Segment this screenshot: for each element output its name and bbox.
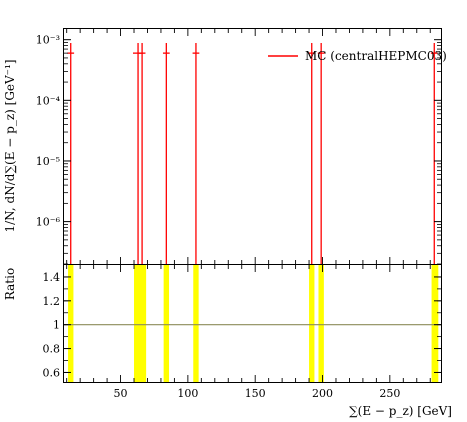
ratio-y-tick-label: 1 xyxy=(53,319,60,332)
ratio-y-axis-label: Ratio xyxy=(3,268,17,300)
ratio-band xyxy=(309,265,315,382)
legend: MC (centralHEPMC03) xyxy=(268,49,447,63)
ratio-band xyxy=(68,265,74,382)
ratio-band xyxy=(193,265,199,382)
main-panel-frame xyxy=(63,28,442,265)
legend-label: MC (centralHEPMC03) xyxy=(305,49,447,63)
main-series xyxy=(67,43,438,264)
ratio-y-tick-label: 1.4 xyxy=(43,271,61,284)
ratio-panel: 0.6 0.8 1 1.2 1.4 50 100 150 200 250 Ratio ∑(E −… xyxy=(3,264,452,418)
x-tick-label: 50 xyxy=(114,387,128,400)
ratio-x-ticks: 50 100 150 200 250 xyxy=(66,265,431,400)
x-tick-label: 100 xyxy=(177,387,198,400)
ratio-y-tick-label: 1.2 xyxy=(43,295,61,308)
y-tick-label: 10⁻⁵ xyxy=(36,155,60,168)
ratio-bands xyxy=(68,265,439,382)
y-tick-label: 10⁻⁴ xyxy=(36,94,61,107)
ratio-band xyxy=(134,265,147,382)
ratio-band xyxy=(431,265,439,382)
main-x-ticks xyxy=(66,29,431,264)
y-tick-label: 10⁻⁶ xyxy=(36,216,61,229)
main-y-ticks: 10⁻³ 10⁻⁴ 10⁻⁵ 10⁻⁶ xyxy=(36,34,441,265)
x-tick-label: 200 xyxy=(312,387,333,400)
ratio-panel-frame xyxy=(63,264,442,383)
ratio-band xyxy=(163,265,170,382)
ratio-band xyxy=(318,265,324,382)
ratio-y-ticks: 0.6 0.8 1 1.2 1.4 xyxy=(43,271,441,379)
ratio-y-tick-label: 0.8 xyxy=(43,343,61,356)
y-tick-label: 10⁻³ xyxy=(36,34,60,47)
main-y-axis-label: 1/N, dN/d∑(E − p_z) [GeV⁻¹] xyxy=(3,60,17,233)
x-axis-label: ∑(E − p_z) [GeV] xyxy=(349,404,452,418)
ratio-y-tick-label: 0.6 xyxy=(43,366,61,379)
x-tick-label: 150 xyxy=(245,387,266,400)
main-panel: 10⁻³ 10⁻⁴ 10⁻⁵ 10⁻⁶ MC (centralHEPMC03) 1/N… xyxy=(3,28,447,265)
x-tick-label: 250 xyxy=(379,387,400,400)
